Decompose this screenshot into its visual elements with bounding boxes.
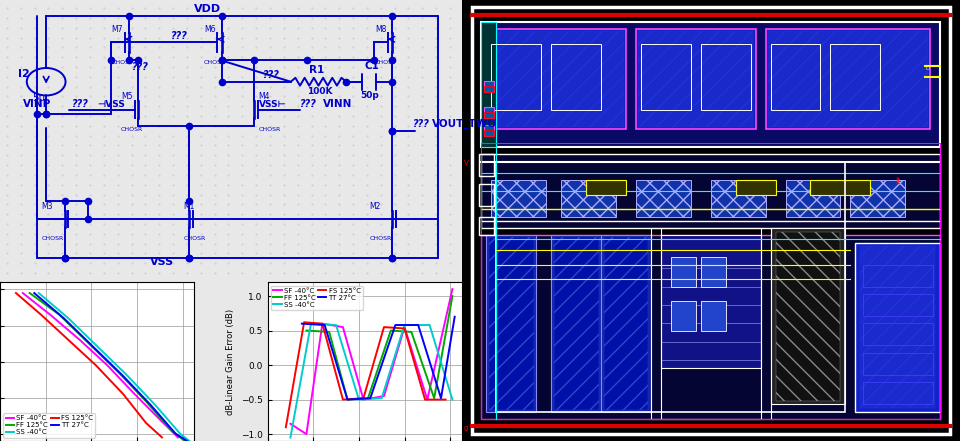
Bar <box>554 237 599 410</box>
Bar <box>484 125 494 136</box>
Bar <box>496 162 846 411</box>
Bar <box>551 44 601 110</box>
Bar <box>487 235 537 411</box>
Text: CHOSP: CHOSP <box>111 60 133 65</box>
Text: M3: M3 <box>41 202 53 210</box>
Text: g: g <box>464 425 468 431</box>
Text: M7: M7 <box>111 25 123 34</box>
Bar <box>587 180 626 195</box>
Bar <box>479 184 494 206</box>
Bar <box>855 243 940 411</box>
Bar <box>710 180 765 217</box>
Text: CHOSP: CHOSP <box>204 60 226 65</box>
Bar <box>479 154 494 176</box>
Bar <box>484 81 494 92</box>
Bar <box>660 235 760 367</box>
Bar <box>562 180 616 217</box>
Bar <box>851 180 905 217</box>
Bar <box>482 22 496 147</box>
Bar <box>484 131 494 136</box>
Bar <box>482 235 940 419</box>
Bar <box>735 180 776 195</box>
Bar <box>636 180 691 217</box>
Y-axis label: dB-Linear Gain Error (dB): dB-Linear Gain Error (dB) <box>227 309 235 415</box>
Bar <box>863 323 932 345</box>
Text: 5μ: 5μ <box>33 93 45 103</box>
Bar <box>604 237 648 410</box>
Text: ???: ??? <box>300 99 317 109</box>
Bar <box>489 31 624 127</box>
Bar <box>482 154 940 228</box>
Text: CHOSR: CHOSR <box>370 236 392 241</box>
Text: CHOSR: CHOSR <box>183 236 206 241</box>
Bar <box>671 301 696 331</box>
Bar <box>484 112 494 118</box>
Bar <box>487 30 626 129</box>
Text: ???: ??? <box>263 70 280 80</box>
Bar <box>484 86 494 92</box>
Text: M2: M2 <box>370 202 380 210</box>
Bar <box>810 180 871 195</box>
Text: VOUT_TWO: VOUT_TWO <box>432 119 496 129</box>
Text: 100K: 100K <box>307 87 332 96</box>
Bar <box>636 30 756 129</box>
Bar <box>484 107 494 118</box>
Text: CHOSR: CHOSR <box>121 127 143 132</box>
Bar <box>776 232 840 400</box>
Text: ???: ??? <box>171 30 187 41</box>
Text: 50p: 50p <box>360 91 379 100</box>
Text: CHOSP: CHOSP <box>374 60 396 65</box>
Bar <box>489 237 534 410</box>
Bar <box>771 228 846 404</box>
Text: M6: M6 <box>204 25 215 34</box>
Bar <box>863 265 932 287</box>
Text: I2: I2 <box>18 69 30 79</box>
Legend: SF -40°C, FF 125°C, SS -40°C, FS 125°C, TT 27°C: SF -40°C, FF 125°C, SS -40°C, FS 125°C, … <box>271 286 363 310</box>
Bar <box>785 180 840 217</box>
Text: M1: M1 <box>183 202 195 210</box>
Bar <box>492 180 546 217</box>
Text: VSS: VSS <box>150 258 174 267</box>
Text: M4: M4 <box>258 92 270 101</box>
Bar <box>551 235 601 411</box>
Bar <box>482 143 940 419</box>
Bar <box>479 217 494 235</box>
Bar <box>701 257 726 287</box>
Text: CHOSR: CHOSR <box>41 236 63 241</box>
Text: V: V <box>464 161 468 166</box>
Bar <box>863 353 932 375</box>
Text: It: It <box>895 177 900 186</box>
Text: C1: C1 <box>365 61 379 71</box>
Text: VDD: VDD <box>194 4 221 15</box>
Bar <box>601 235 651 411</box>
Text: D: D <box>925 66 929 71</box>
Text: ???: ??? <box>132 62 149 72</box>
Text: CHOSR: CHOSR <box>258 127 280 132</box>
Text: R1: R1 <box>309 64 324 75</box>
Text: M5: M5 <box>121 92 132 101</box>
Text: M8: M8 <box>374 25 386 34</box>
Bar <box>860 246 935 408</box>
Text: VINN: VINN <box>324 99 352 109</box>
Legend: SF -40°C, FF 125°C, SS -40°C, FS 125°C, TT 27°C: SF -40°C, FF 125°C, SS -40°C, FS 125°C, … <box>4 413 95 437</box>
Bar <box>766 30 930 129</box>
Bar <box>863 294 932 316</box>
Bar <box>863 382 932 404</box>
Bar <box>641 44 691 110</box>
Text: ???: ??? <box>72 99 88 109</box>
Bar <box>482 22 940 147</box>
Bar <box>771 44 821 110</box>
Bar <box>671 257 696 287</box>
Bar <box>830 44 880 110</box>
Text: VINP: VINP <box>23 99 51 109</box>
Text: ???: ??? <box>413 119 430 129</box>
Bar <box>492 44 541 110</box>
Bar <box>651 228 760 419</box>
Bar <box>701 44 751 110</box>
Text: ⊣VSS: ⊣VSS <box>97 100 125 109</box>
Text: VSS⊢: VSS⊢ <box>259 100 287 109</box>
Bar <box>701 301 726 331</box>
Bar <box>768 31 927 127</box>
Bar <box>638 31 754 127</box>
